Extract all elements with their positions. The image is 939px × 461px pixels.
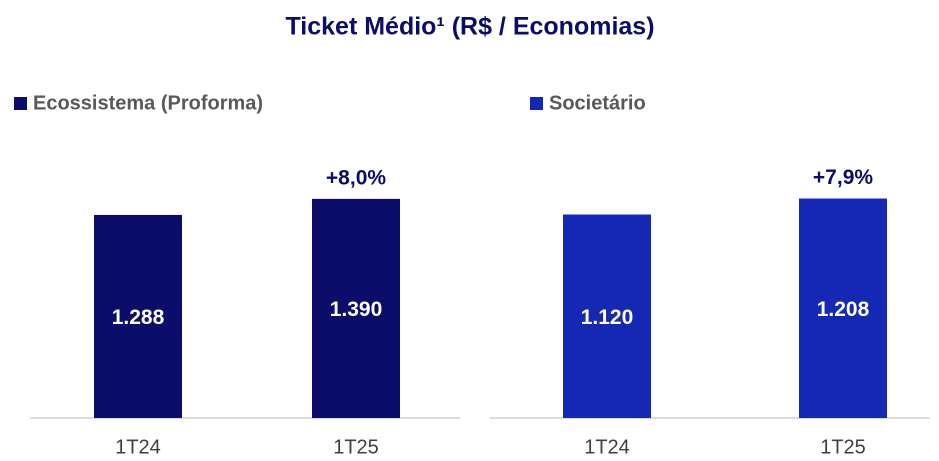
value-label: 1.208 (817, 298, 870, 321)
bar (563, 214, 651, 418)
x-tick-label: 1T25 (820, 436, 866, 458)
bar (312, 198, 400, 418)
value-label: 1.390 (330, 298, 383, 321)
chart-title: Ticket Médio¹ (R$ / Economias) (285, 13, 654, 41)
value-label: 1.120 (581, 306, 634, 329)
legend-swatch (530, 97, 543, 110)
legend-swatch (14, 97, 27, 110)
x-tick-label: 1T24 (584, 436, 630, 458)
change-label: +7,9% (813, 166, 873, 189)
x-tick-label: 1T24 (115, 436, 161, 458)
legend-label: Ecossistema (Proforma) (33, 92, 263, 114)
bar (94, 214, 182, 418)
value-label: 1.288 (112, 306, 165, 329)
bar (799, 198, 887, 418)
x-tick-label: 1T25 (333, 436, 379, 458)
legend-label: Societário (549, 92, 646, 114)
change-label: +8,0% (326, 166, 386, 189)
